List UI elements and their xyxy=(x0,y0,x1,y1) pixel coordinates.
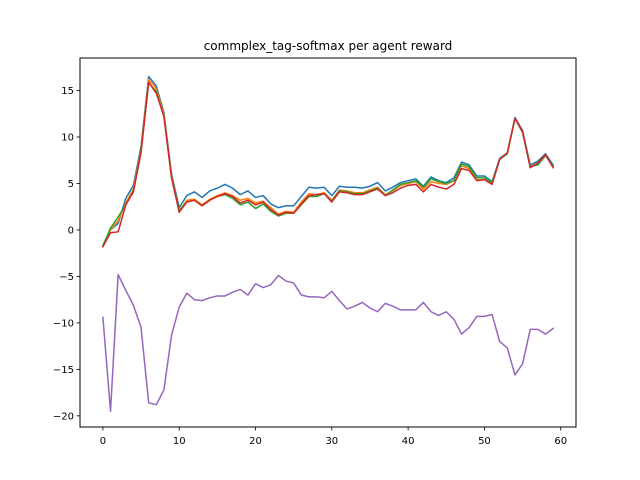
y-tick-label: 10 xyxy=(61,133,74,144)
x-tick-label: 50 xyxy=(478,436,491,447)
series-line-5 xyxy=(102,273,555,412)
plot-area: 0 10 20 30 40 50 60 −20 −15 −10 −5 0 5 10 15 xyxy=(53,75,567,447)
y-tick-label: 15 xyxy=(61,86,74,97)
x-tick-label: 20 xyxy=(249,436,262,447)
y-tick-label: −5 xyxy=(59,272,74,283)
y-tick-label: 5 xyxy=(68,179,74,190)
x-tick-label: 40 xyxy=(402,436,415,447)
x-tick-label: 0 xyxy=(100,436,106,447)
series-line-4 xyxy=(101,81,555,248)
y-tick-label: 0 xyxy=(68,225,74,236)
y-tick-label: −20 xyxy=(53,411,74,422)
y-tick-label: −15 xyxy=(53,365,74,376)
x-tick-label: 10 xyxy=(173,436,186,447)
x-tick-label: 60 xyxy=(554,436,567,447)
chart-title: commplex_tag-softmax per agent reward xyxy=(204,39,453,53)
y-tick-label: −10 xyxy=(53,318,74,329)
x-tick-label: 30 xyxy=(325,436,338,447)
axes-frame xyxy=(79,57,577,428)
